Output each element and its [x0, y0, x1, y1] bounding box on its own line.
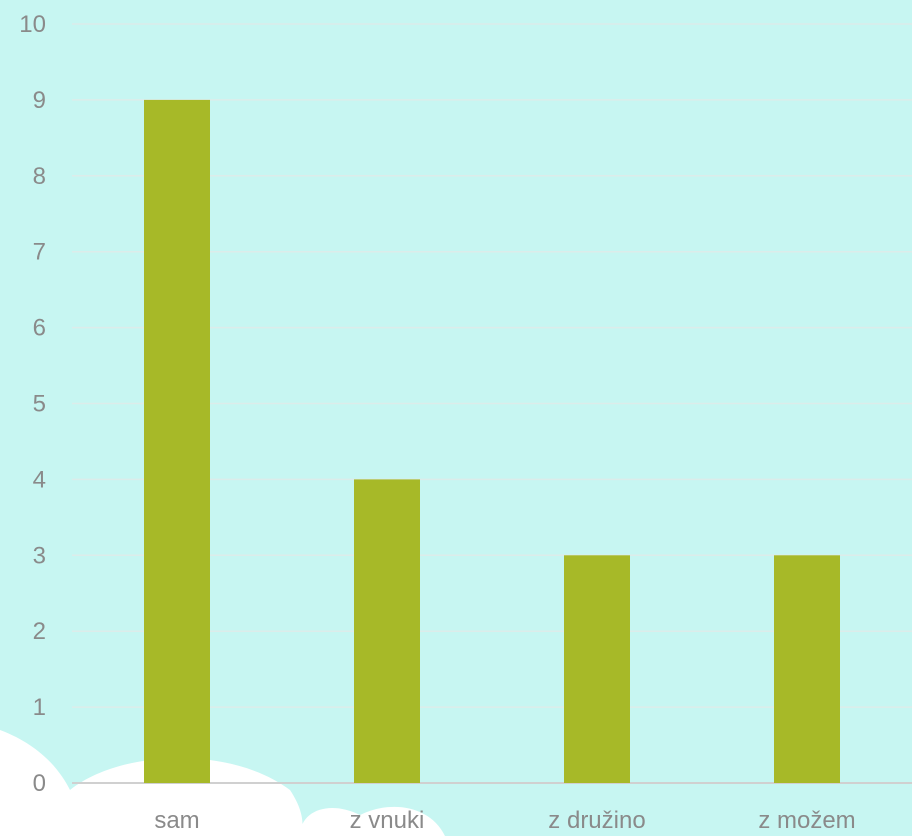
- y-tick-label: 10: [19, 11, 46, 38]
- y-tick-label: 9: [33, 87, 46, 114]
- x-category-label: sam: [154, 807, 199, 834]
- gridlines: [72, 23, 912, 784]
- y-tick-label: 3: [33, 542, 46, 569]
- y-tick-label: 6: [33, 315, 46, 342]
- y-tick-label: 4: [33, 466, 46, 493]
- y-tick-label: 7: [33, 239, 46, 266]
- bar-1: [354, 479, 420, 783]
- y-axis-ticks: 0 1 2 3 4 5 6 7 8 9 10: [19, 11, 46, 797]
- y-tick-label: 2: [33, 618, 46, 645]
- y-tick-label: 1: [33, 694, 46, 721]
- y-tick-label: 0: [33, 770, 46, 797]
- y-tick-label: 5: [33, 391, 46, 418]
- x-category-label: z možem: [758, 807, 855, 834]
- x-category-label: z družino: [548, 807, 645, 834]
- bar-3: [774, 555, 840, 783]
- x-axis-labels: sam z vnuki z družino z možem: [154, 807, 855, 834]
- y-tick-label: 8: [33, 163, 46, 190]
- bar-2: [564, 555, 630, 783]
- bar-0: [144, 99, 210, 783]
- cloud-shape-right: [300, 806, 445, 836]
- x-category-label: z vnuki: [350, 807, 425, 834]
- bars: [144, 99, 840, 783]
